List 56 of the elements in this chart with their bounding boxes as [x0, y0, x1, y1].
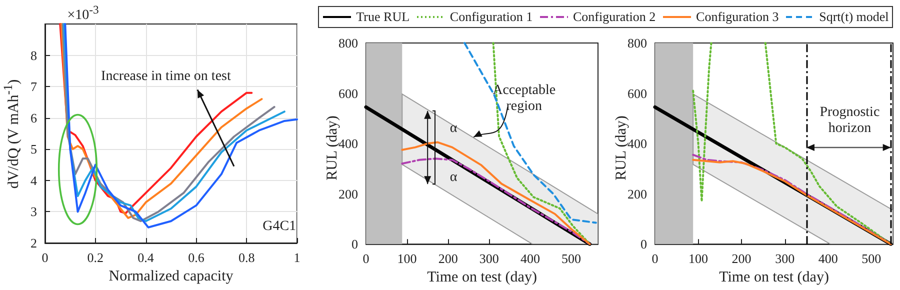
- x-axis-title: Time on test (day): [719, 270, 829, 286]
- annotation: α: [448, 170, 458, 186]
- y-tick-label: 400: [628, 136, 647, 152]
- legend-label: True RUL: [356, 9, 410, 25]
- x-tick-label: 100: [397, 251, 417, 266]
- y-tick-label: 7: [30, 79, 38, 94]
- line-series: [401, 158, 591, 246]
- x-tick-label: 200: [438, 251, 458, 266]
- x-tick-label: 0: [42, 250, 48, 265]
- x-tick-label: 0.2: [87, 250, 104, 265]
- y-tick-label: 200: [338, 186, 358, 202]
- y-tick-label: 6: [30, 110, 38, 126]
- x-tick-label: 1: [294, 250, 300, 265]
- y-tick-label: 5: [30, 142, 37, 157]
- y-tick-label: 600: [628, 86, 647, 101]
- y-tick-label: 3: [30, 204, 37, 220]
- x-tick-label: 0: [362, 251, 370, 266]
- line-series: [401, 141, 591, 246]
- y-tick-label: 0: [640, 236, 647, 252]
- x-tick-label: 300: [479, 251, 499, 266]
- line-series: [464, 42, 597, 224]
- line-series: [492, 42, 591, 246]
- x-tick-label: 0.6: [188, 250, 205, 265]
- legend-label: Sqrt(t) model: [819, 9, 889, 25]
- x-tick-label: 0: [652, 251, 658, 266]
- annotation: Increase in time on test: [100, 69, 232, 86]
- y-tick-label: 800: [338, 36, 358, 50]
- annotation: G4C1: [262, 219, 298, 236]
- y-tick-label: 0: [352, 236, 358, 252]
- y-tick-label: 600: [338, 86, 358, 101]
- legend-label: Configuration 1: [450, 9, 533, 25]
- x-tick-label: 0.4: [138, 250, 154, 265]
- text: ×10$^{-3}$: [66, 2, 100, 24]
- x-tick-label: 500: [562, 251, 582, 266]
- annotation: Prognostic horizon: [818, 105, 881, 138]
- legend-label: Configuration 3: [696, 9, 779, 25]
- x-tick-label: 400: [818, 251, 838, 266]
- legend-label: Configuration 2: [572, 9, 656, 25]
- y-tick-label: 400: [338, 136, 358, 152]
- y-axis-title: RUL (day): [614, 115, 630, 180]
- x-axis-title: Normalized capacity: [108, 268, 234, 284]
- x-tick-label: 300: [775, 251, 795, 266]
- annotation: Acceptable region: [492, 83, 557, 116]
- x-tick-label: 200: [732, 251, 752, 266]
- x-axis-title: Time on test (day): [427, 270, 537, 286]
- x-tick-label: 0.8: [238, 250, 255, 265]
- x-tick-label: 400: [520, 251, 540, 266]
- y-tick-label: 2: [30, 236, 37, 250]
- y-tick-label: 4: [30, 172, 38, 188]
- y-tick-label: 200: [628, 186, 647, 202]
- x-tick-label: 500: [862, 251, 882, 266]
- annotation: α: [448, 121, 458, 138]
- y-tick-label: 8: [30, 48, 37, 63]
- y-tick-label: 800: [628, 36, 647, 50]
- x-tick-label: 100: [688, 251, 708, 266]
- y-axis-title: RUL (day): [324, 115, 340, 180]
